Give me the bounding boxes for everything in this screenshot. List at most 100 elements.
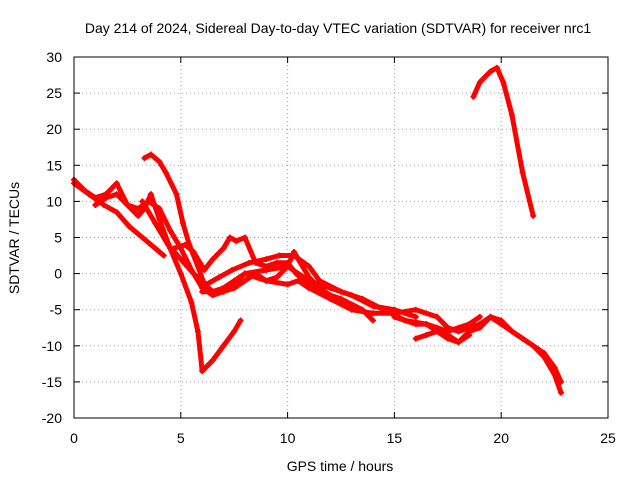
data-point [273,274,280,281]
data-point [246,259,253,266]
y-tick-label: -15 [42,374,62,390]
series-pass-j [391,313,483,335]
data-point [241,234,248,241]
data-point [100,202,107,209]
data-point [476,324,483,331]
data-point [124,202,131,209]
data-point [327,292,334,299]
data-point [220,342,227,349]
data-point [380,306,387,313]
data-point [412,306,419,313]
data-point [92,202,99,209]
data-point [162,169,169,176]
data-point [209,288,216,295]
data-point [113,191,120,198]
data-point [182,241,189,248]
data-point [147,151,154,158]
data-point [135,205,142,212]
data-point [126,223,133,230]
y-tick-label: 0 [54,266,62,282]
x-tick-label: 20 [493,430,509,446]
data-point [241,270,248,277]
data-point [359,295,366,302]
series-pass-d [141,151,419,320]
data-point [348,306,355,313]
data-point [305,263,312,270]
series-trace [71,180,167,258]
data-point [139,198,146,205]
data-point [167,227,174,234]
data-point [229,266,236,273]
data-point [103,194,110,201]
data-point [216,274,223,281]
data-point [203,281,210,288]
data-point [113,180,120,187]
data-point [370,310,377,317]
data-point [359,306,366,313]
data-point [295,277,302,284]
data-point [470,93,477,100]
series-pass-h [470,64,537,219]
y-tick-label: -10 [42,338,62,354]
data-point [177,256,184,263]
data-point [147,191,154,198]
data-point [316,285,323,292]
data-point [434,324,441,331]
data-point [252,270,259,277]
y-tick-label: -20 [42,410,62,426]
series-trace [470,65,536,219]
x-tick-label: 25 [600,430,616,446]
data-point [338,288,344,295]
data-point [197,259,204,266]
x-axis-label: GPS time / hours [287,458,394,474]
data-point [476,79,483,86]
data-point [190,248,197,255]
data-point [113,209,120,216]
data-point [135,212,142,219]
data-point [370,317,377,324]
data-point [455,324,462,331]
data-point [152,245,159,252]
data-point [220,245,227,252]
data-point [402,317,409,324]
data-point [201,266,208,273]
data-point [530,212,537,219]
data-point [164,241,171,248]
data-point [434,313,441,320]
data-series [71,64,565,396]
data-point [508,328,515,335]
data-point [412,335,419,342]
y-axis-label: SDTVAR / TECUs [6,182,22,294]
data-point [466,321,473,328]
x-tick-label: 15 [387,430,403,446]
y-tick-label: -5 [50,302,63,318]
y-tick-label: 15 [46,157,62,173]
x-tick-label: 0 [70,430,78,446]
data-point [487,313,494,320]
data-point [305,281,312,288]
y-tick-label: 30 [46,49,62,65]
x-tick-label: 5 [177,430,185,446]
data-point [190,270,197,277]
data-point [199,288,206,295]
data-point [284,281,291,288]
data-point [444,328,451,335]
data-point [412,321,419,328]
data-point [558,389,565,396]
data-point [231,277,238,284]
data-point [316,277,323,284]
chart-title: Day 214 of 2024, Sidereal Day-to-day VTE… [85,20,591,36]
data-point [194,328,201,335]
data-point [231,328,238,335]
data-point [297,259,304,266]
axis-ticks: 0 5 10 15 20 25 -20 -15 -10 -5 0 5 10 15 20 25 30 [42,49,616,446]
data-point [156,158,163,165]
data-point [156,216,163,223]
data-point [498,317,505,324]
y-tick-label: 20 [46,121,62,137]
data-point [171,245,178,252]
data-point [179,220,186,227]
data-point [188,299,195,306]
data-point [263,277,270,284]
